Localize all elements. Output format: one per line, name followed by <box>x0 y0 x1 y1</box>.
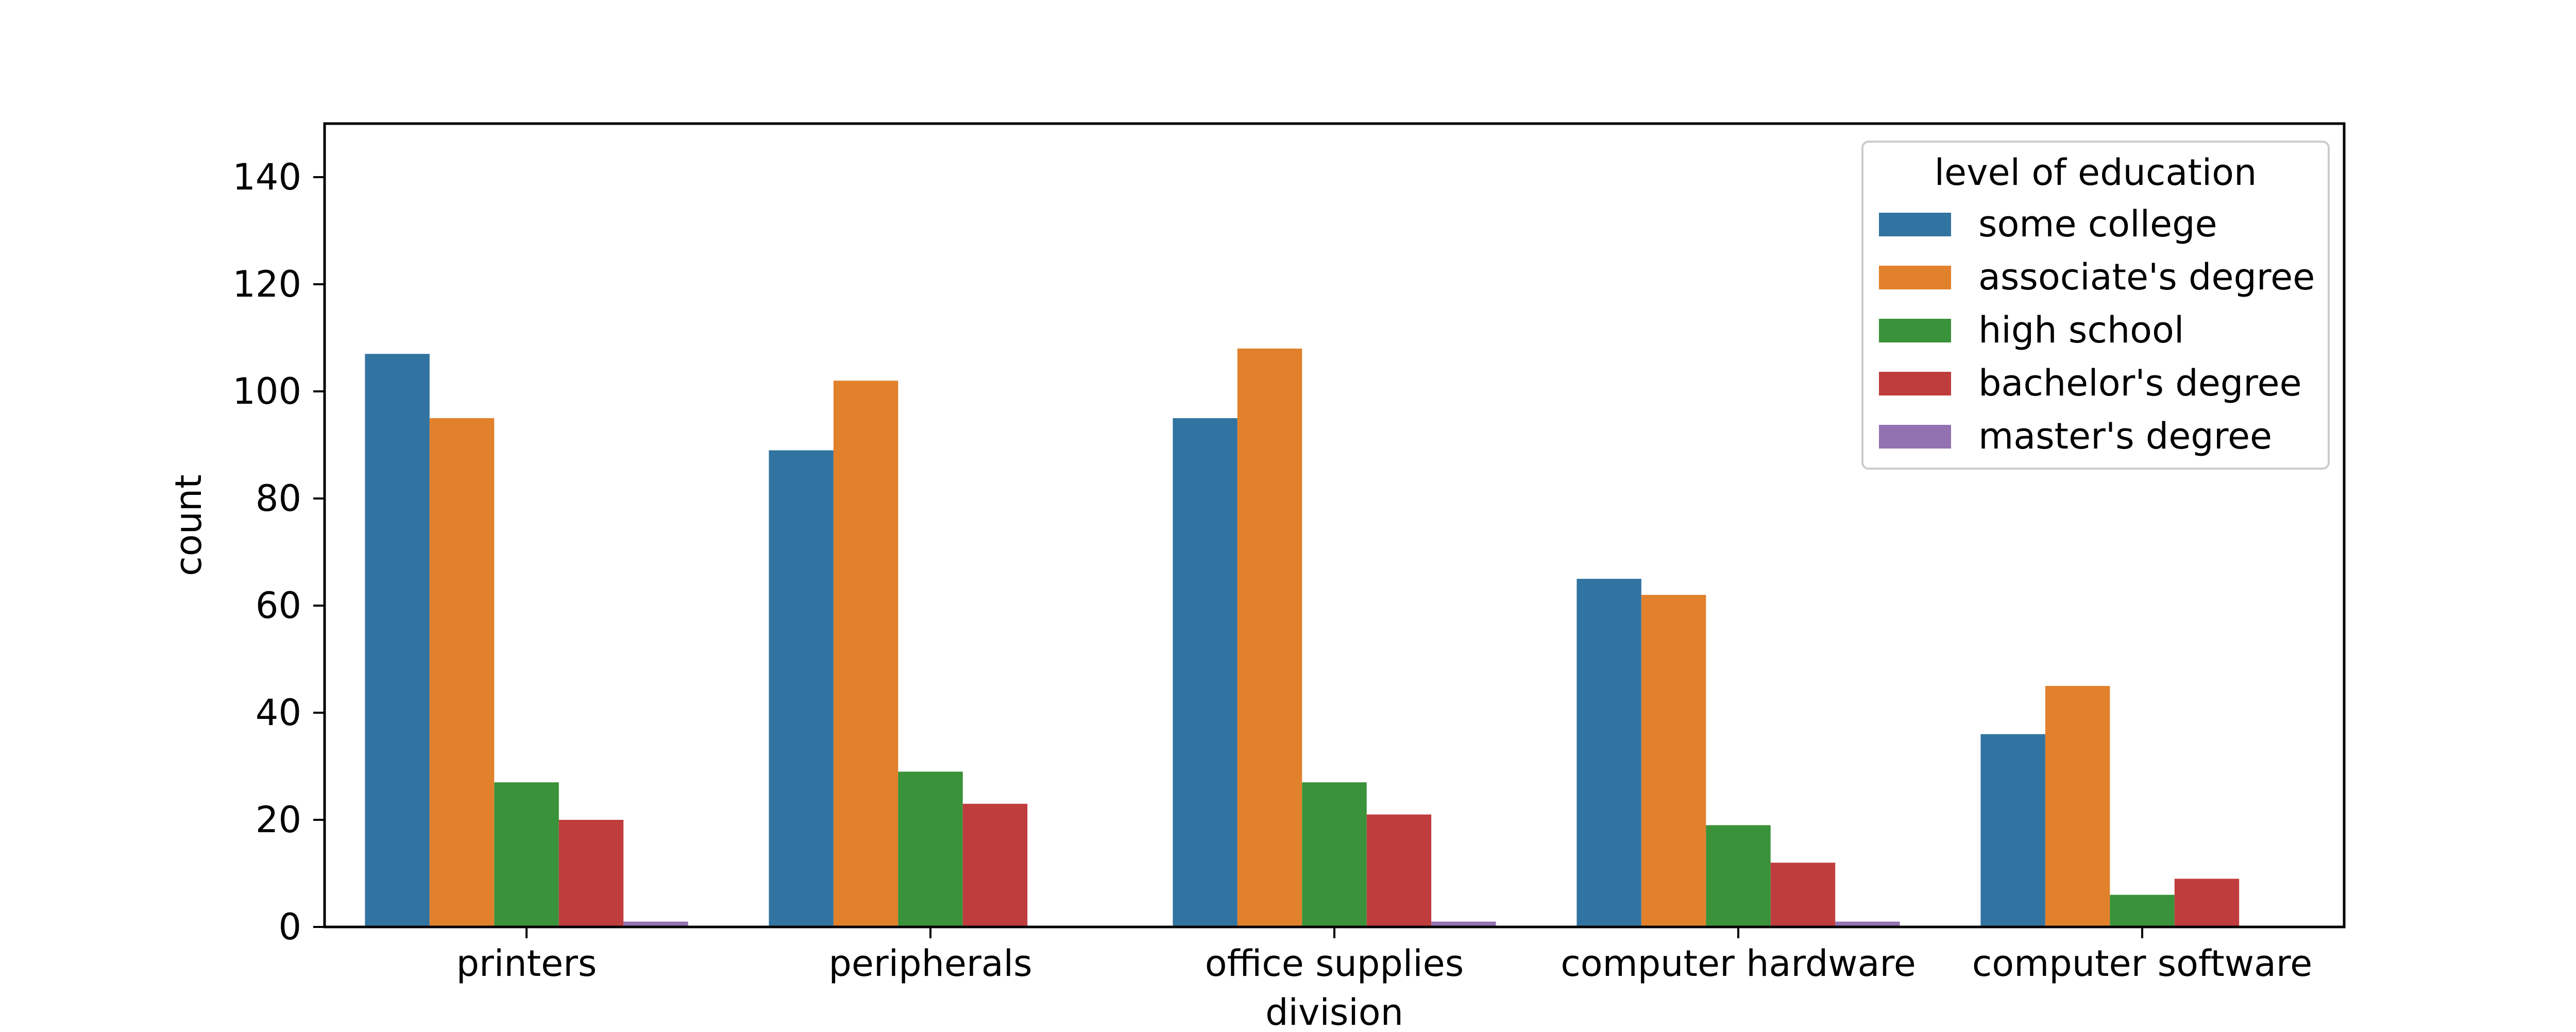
bar-bachelor-s-degree-computer-hardware <box>1770 863 1836 927</box>
bar-high-school-computer-hardware <box>1706 825 1771 927</box>
bar-some-college-peripherals <box>769 450 834 927</box>
y-tick-label: 120 <box>232 263 301 305</box>
legend-title: level of education <box>1935 151 2257 194</box>
bar-master-s-degree-office-supplies <box>1431 921 1496 927</box>
legend-swatch <box>1879 213 1951 236</box>
bar-bachelor-s-degree-office-supplies <box>1366 814 1432 927</box>
legend-label: associate's degree <box>1978 256 2315 298</box>
bar-master-s-degree-computer-hardware <box>1835 921 1900 927</box>
legend-swatch <box>1879 425 1951 449</box>
y-tick-label: 60 <box>256 584 301 627</box>
x-tick-label: peripherals <box>828 942 1032 985</box>
bar-associate-s-degree-printers <box>429 418 495 927</box>
x-tick-label: computer software <box>1972 942 2312 985</box>
bar-bachelor-s-degree-peripherals <box>962 803 1028 927</box>
legend-label: high school <box>1978 309 2184 351</box>
bar-associate-s-degree-office-supplies <box>1237 348 1302 927</box>
legend-label: master's degree <box>1978 415 2272 457</box>
y-tick-label: 140 <box>232 156 301 198</box>
bar-associate-s-degree-computer-software <box>2045 686 2110 927</box>
legend-swatch <box>1879 372 1951 395</box>
bar-bachelor-s-degree-printers <box>558 820 624 927</box>
x-tick-label: printers <box>456 942 597 985</box>
legend-box <box>1861 141 2330 470</box>
bar-high-school-computer-software <box>2110 895 2175 927</box>
axes-layer: 0 20 40 60 80 100 120 140 printers peripherals off… <box>167 122 2346 1032</box>
bar-high-school-printers <box>494 782 559 927</box>
y-tick-label: 0 <box>278 906 301 948</box>
bar-some-college-printers <box>365 354 430 927</box>
bar-some-college-computer-software <box>1980 734 2045 927</box>
y-tick-label: 80 <box>256 477 301 520</box>
bar-some-college-computer-hardware <box>1577 579 1641 927</box>
bars-layer <box>365 348 2240 927</box>
x-axis-title: division <box>1265 991 1403 1030</box>
bar-associate-s-degree-peripherals <box>833 381 899 927</box>
bar-some-college-office-supplies <box>1173 418 1238 927</box>
y-axis-title: count <box>167 474 210 576</box>
bar-high-school-office-supplies <box>1302 782 1367 927</box>
y-tick-label: 20 <box>256 799 301 841</box>
legend-swatch <box>1879 266 1951 289</box>
x-tick-label: computer hardware <box>1561 942 1916 985</box>
bar-bachelor-s-degree-computer-software <box>2174 879 2240 927</box>
legend-swatch <box>1879 319 1951 342</box>
y-tick-label: 40 <box>256 692 301 734</box>
bar-high-school-peripherals <box>898 771 963 927</box>
legend-label: bachelor's degree <box>1978 362 2302 404</box>
x-tick-label: office supplies <box>1205 942 1464 985</box>
bar-master-s-degree-printers <box>623 921 688 927</box>
legend-label: some college <box>1978 203 2217 245</box>
y-tick-label: 100 <box>232 370 301 412</box>
legend: level of education some college associate'… <box>1861 141 2330 470</box>
bar-associate-s-degree-computer-hardware <box>1641 595 1706 927</box>
